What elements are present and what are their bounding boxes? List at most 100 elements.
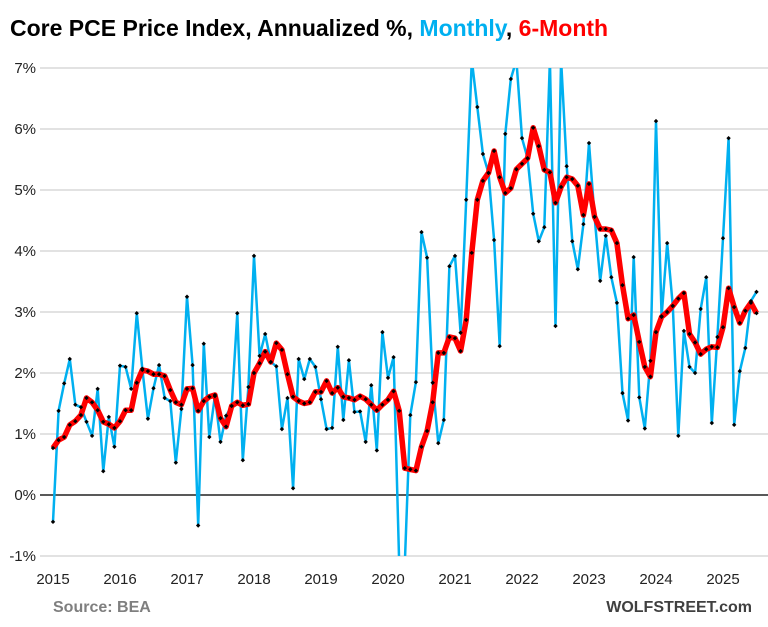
data-point-six-month bbox=[363, 397, 368, 402]
data-point-monthly bbox=[676, 433, 681, 439]
data-point-monthly bbox=[190, 362, 195, 368]
data-point-six-month bbox=[128, 408, 134, 413]
x-axis: 2015 2016 2017 2018 2019 2020 2021 2022 2023 2024… bbox=[36, 571, 739, 588]
data-point-monthly bbox=[357, 409, 363, 414]
data-point-monthly bbox=[385, 375, 391, 381]
data-point-monthly bbox=[519, 135, 525, 141]
data-point-six-month bbox=[754, 311, 759, 316]
title-six-month: 6-Month bbox=[519, 15, 608, 41]
data-point-six-month bbox=[670, 303, 675, 309]
data-point-six-month bbox=[240, 403, 246, 408]
y-tick-label: 7% bbox=[14, 60, 36, 77]
data-point-monthly bbox=[642, 426, 648, 431]
data-point-six-month bbox=[296, 398, 301, 404]
data-point-six-month bbox=[212, 392, 218, 398]
data-point-six-month bbox=[346, 395, 352, 401]
data-point-monthly bbox=[581, 221, 586, 227]
data-point-six-month bbox=[458, 348, 463, 354]
y-tick-label: 3% bbox=[14, 304, 36, 321]
data-point-six-month bbox=[637, 339, 642, 345]
data-point-monthly bbox=[491, 237, 497, 243]
data-point-six-month bbox=[430, 400, 435, 405]
data-point-monthly bbox=[257, 353, 262, 359]
data-point-six-month bbox=[614, 240, 620, 246]
data-point-six-month bbox=[620, 282, 625, 288]
data-point-six-month bbox=[374, 408, 380, 413]
data-point-six-month bbox=[391, 389, 396, 394]
data-point-monthly bbox=[195, 523, 201, 528]
x-tick-label: 2020 bbox=[371, 571, 404, 588]
data-point-six-month bbox=[101, 419, 106, 424]
data-point-monthly bbox=[408, 412, 413, 418]
data-point-six-month bbox=[737, 320, 742, 326]
data-point-monthly bbox=[380, 329, 385, 335]
data-point-monthly bbox=[480, 151, 486, 157]
data-point-monthly bbox=[240, 458, 246, 463]
brand-label: WOLFSTREET.com bbox=[606, 599, 752, 616]
data-point-monthly bbox=[78, 404, 84, 410]
data-point-six-month bbox=[553, 200, 558, 206]
data-point-six-month bbox=[463, 317, 469, 323]
data-point-monthly bbox=[419, 229, 424, 235]
data-point-monthly bbox=[274, 364, 279, 369]
data-point-monthly bbox=[664, 240, 670, 246]
data-point-six-month bbox=[547, 170, 553, 175]
data-point-monthly bbox=[324, 426, 329, 432]
data-point-monthly bbox=[463, 197, 469, 202]
data-point-monthly bbox=[374, 448, 380, 453]
data-point-monthly bbox=[436, 440, 441, 446]
data-point-monthly bbox=[101, 469, 106, 474]
data-point-six-month bbox=[257, 361, 262, 366]
data-point-six-month bbox=[743, 308, 748, 313]
data-point-six-month bbox=[56, 437, 61, 443]
data-point-six-month bbox=[731, 304, 737, 310]
data-point-six-month bbox=[648, 374, 653, 379]
data-point-six-month bbox=[95, 408, 100, 413]
data-point-monthly bbox=[413, 379, 419, 385]
data-point-monthly bbox=[318, 397, 324, 402]
data-point-six-month bbox=[318, 389, 324, 395]
data-point-monthly bbox=[128, 386, 134, 392]
x-tick-label: 2017 bbox=[170, 571, 203, 588]
data-point-six-month bbox=[475, 197, 480, 202]
data-point-six-month bbox=[570, 176, 575, 182]
data-point-six-month bbox=[525, 156, 530, 161]
data-point-six-month bbox=[698, 351, 703, 357]
data-point-monthly bbox=[262, 331, 268, 337]
data-point-six-month bbox=[78, 412, 84, 418]
title-separator: , bbox=[506, 15, 519, 41]
data-point-six-month bbox=[369, 402, 374, 407]
data-point-six-month bbox=[352, 397, 357, 403]
data-point-monthly bbox=[743, 345, 748, 351]
data-point-monthly bbox=[754, 289, 759, 295]
data-point-six-month bbox=[709, 344, 715, 349]
gridlines bbox=[40, 67, 768, 557]
data-point-monthly bbox=[117, 363, 123, 368]
data-point-six-month bbox=[508, 185, 514, 191]
y-tick-label: 6% bbox=[14, 121, 36, 138]
data-point-six-month bbox=[207, 394, 212, 399]
data-point-six-month bbox=[575, 183, 581, 188]
data-point-six-month bbox=[603, 226, 608, 232]
data-point-monthly bbox=[497, 343, 502, 349]
data-point-monthly bbox=[112, 444, 117, 450]
data-point-six-month bbox=[715, 345, 720, 350]
data-point-six-month bbox=[452, 336, 458, 341]
data-point-monthly bbox=[251, 253, 257, 259]
data-point-monthly bbox=[173, 460, 179, 465]
data-point-six-month bbox=[692, 340, 698, 345]
data-point-six-month bbox=[218, 415, 223, 421]
data-point-monthly bbox=[430, 380, 435, 385]
data-point-monthly bbox=[648, 358, 653, 363]
data-point-six-month bbox=[720, 325, 726, 330]
data-point-six-month bbox=[642, 364, 648, 370]
data-point-monthly bbox=[134, 311, 139, 316]
data-point-six-month bbox=[413, 468, 419, 473]
data-point-monthly bbox=[737, 368, 742, 374]
data-point-six-month bbox=[156, 372, 162, 377]
data-point-monthly bbox=[279, 426, 285, 432]
data-point-monthly bbox=[201, 341, 206, 346]
data-point-monthly bbox=[50, 519, 56, 525]
data-point-monthly bbox=[447, 264, 452, 269]
